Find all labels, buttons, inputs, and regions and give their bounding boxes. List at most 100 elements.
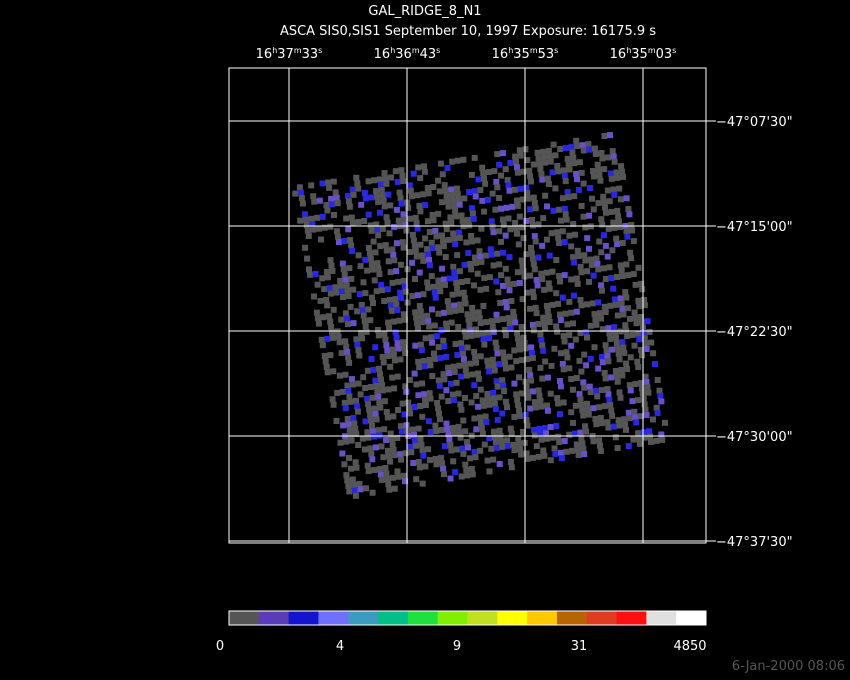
pixel <box>614 345 621 352</box>
pixel <box>349 476 356 483</box>
pixel <box>372 444 379 451</box>
pixel <box>414 292 421 299</box>
pixel <box>608 374 615 381</box>
pixel <box>468 266 475 273</box>
pixel <box>507 325 514 332</box>
pixel <box>401 344 408 351</box>
pixel <box>594 393 601 400</box>
pixel <box>539 176 546 183</box>
pixel <box>496 361 503 368</box>
colorbar-label: 31 <box>571 639 588 654</box>
pixel <box>555 168 562 175</box>
pixel <box>530 260 537 267</box>
pixel <box>641 302 648 309</box>
pixel <box>458 212 465 219</box>
pixel <box>442 220 449 227</box>
pixel <box>509 203 516 210</box>
pixel <box>393 301 400 308</box>
colorbar-swatch <box>646 611 677 625</box>
pixel <box>616 389 623 396</box>
pixel <box>462 428 469 435</box>
pixel <box>563 349 570 356</box>
pixel <box>489 323 496 330</box>
pixel <box>573 375 580 381</box>
pixel <box>513 159 519 165</box>
pixel <box>420 191 427 198</box>
pixel <box>454 157 461 164</box>
pixel <box>517 412 523 419</box>
pixel <box>363 485 369 492</box>
pixel <box>323 363 330 370</box>
pixel <box>596 437 603 444</box>
pixel <box>351 420 358 427</box>
pixel <box>347 237 354 244</box>
pixel <box>628 255 635 262</box>
pixel <box>572 231 578 238</box>
pixel <box>656 387 663 394</box>
pixel <box>384 286 391 293</box>
pixel <box>577 429 584 436</box>
pixel <box>538 270 545 277</box>
pixel <box>616 218 622 225</box>
pixel <box>595 365 602 372</box>
pixel <box>401 283 408 290</box>
pixel <box>462 300 469 307</box>
pixel <box>538 171 545 178</box>
pixel <box>440 465 447 472</box>
pixel <box>391 357 398 364</box>
pixel <box>614 445 621 451</box>
pixel <box>314 281 321 288</box>
pixel <box>417 436 424 443</box>
pixel <box>410 237 417 244</box>
pixel <box>658 398 665 405</box>
pixel <box>566 431 573 438</box>
pixel <box>372 377 379 384</box>
pixel <box>382 175 389 182</box>
pixel <box>471 154 478 161</box>
pixel <box>572 402 579 409</box>
pixel <box>328 262 335 269</box>
timestamp: 6-Jan-2000 08:06 <box>732 659 845 674</box>
pixel <box>465 316 472 323</box>
pixel <box>557 383 564 390</box>
pixel <box>516 374 522 381</box>
pixel <box>566 332 573 339</box>
pixel <box>355 252 362 259</box>
pixel <box>550 141 557 148</box>
pixel <box>516 147 523 154</box>
pixel <box>439 460 446 467</box>
pixel <box>402 478 408 485</box>
pixel <box>524 190 531 197</box>
pixel <box>475 176 482 183</box>
pixel <box>516 280 523 286</box>
pixel <box>400 277 407 284</box>
pixel <box>638 347 644 353</box>
pixel <box>534 149 541 156</box>
pixel <box>433 233 440 240</box>
pixel <box>522 411 529 418</box>
pixel <box>601 403 608 410</box>
pixel <box>458 473 465 480</box>
pixel <box>335 239 342 245</box>
pixel <box>542 159 549 166</box>
pixel <box>360 279 367 286</box>
pixel <box>365 306 372 313</box>
pixel <box>344 321 351 328</box>
pixel <box>411 404 418 410</box>
pixel <box>580 412 587 419</box>
pixel <box>454 252 461 259</box>
pixel <box>398 456 405 463</box>
pixel <box>520 334 527 341</box>
pixel <box>422 402 429 408</box>
pixel <box>629 398 636 405</box>
pixel <box>367 317 374 324</box>
pixel <box>627 387 634 394</box>
pixel <box>301 211 308 218</box>
pixel <box>319 213 326 220</box>
pixel <box>584 406 591 413</box>
pixel <box>460 356 467 363</box>
pixel <box>420 257 427 264</box>
pixel <box>561 438 568 444</box>
pixel <box>412 309 419 316</box>
pixel <box>577 396 584 403</box>
